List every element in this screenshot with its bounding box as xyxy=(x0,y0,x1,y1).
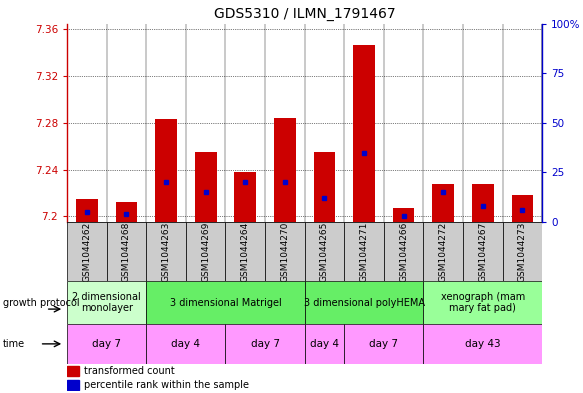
Text: GSM1044263: GSM1044263 xyxy=(161,221,171,282)
Bar xyxy=(146,222,186,281)
Bar xyxy=(146,324,226,364)
Text: GSM1044271: GSM1044271 xyxy=(360,221,368,282)
Text: day 7: day 7 xyxy=(369,339,398,349)
Text: GSM1044268: GSM1044268 xyxy=(122,221,131,282)
Text: GSM1044266: GSM1044266 xyxy=(399,221,408,282)
Text: GSM1044270: GSM1044270 xyxy=(280,221,289,282)
Bar xyxy=(304,222,344,281)
Text: day 4: day 4 xyxy=(310,339,339,349)
Bar xyxy=(195,152,216,222)
Bar xyxy=(67,324,146,364)
Bar xyxy=(76,199,98,222)
Text: day 7: day 7 xyxy=(251,339,279,349)
Text: 3 dimensional Matrigel: 3 dimensional Matrigel xyxy=(170,298,282,308)
Text: GSM1044265: GSM1044265 xyxy=(320,221,329,282)
Bar xyxy=(107,222,146,281)
Text: GSM1044269: GSM1044269 xyxy=(201,221,210,282)
Text: GSM1044262: GSM1044262 xyxy=(82,221,92,282)
Text: day 4: day 4 xyxy=(171,339,201,349)
Text: percentile rank within the sample: percentile rank within the sample xyxy=(84,380,249,390)
Bar xyxy=(423,281,542,324)
Bar xyxy=(344,222,384,281)
Text: 2 dimensional
monolayer: 2 dimensional monolayer xyxy=(72,292,141,313)
Bar xyxy=(433,184,454,222)
Text: transformed count: transformed count xyxy=(84,366,174,376)
Bar xyxy=(393,208,415,222)
Bar xyxy=(67,222,107,281)
Text: time: time xyxy=(3,339,25,349)
Text: GSM1044267: GSM1044267 xyxy=(478,221,487,282)
Bar xyxy=(472,184,494,222)
Bar xyxy=(146,281,304,324)
Title: GDS5310 / ILMN_1791467: GDS5310 / ILMN_1791467 xyxy=(214,7,395,21)
Text: 3 dimensional polyHEMA: 3 dimensional polyHEMA xyxy=(304,298,424,308)
Bar xyxy=(234,172,256,222)
Bar xyxy=(226,222,265,281)
Bar xyxy=(423,324,542,364)
Bar xyxy=(344,324,423,364)
Bar xyxy=(503,222,542,281)
Bar xyxy=(463,222,503,281)
Bar xyxy=(274,118,296,222)
Bar xyxy=(155,119,177,222)
Bar xyxy=(67,366,79,376)
Text: day 43: day 43 xyxy=(465,339,501,349)
Text: GSM1044272: GSM1044272 xyxy=(438,221,448,282)
Bar xyxy=(353,44,375,222)
Bar xyxy=(304,324,344,364)
Bar xyxy=(314,152,335,222)
Bar xyxy=(67,281,146,324)
Text: GSM1044273: GSM1044273 xyxy=(518,221,527,282)
Text: growth protocol: growth protocol xyxy=(3,298,79,308)
Text: day 7: day 7 xyxy=(92,339,121,349)
Bar xyxy=(511,195,533,222)
Bar xyxy=(265,222,304,281)
Bar xyxy=(186,222,226,281)
Bar xyxy=(423,222,463,281)
Bar xyxy=(384,222,423,281)
Text: GSM1044264: GSM1044264 xyxy=(241,221,250,282)
Bar xyxy=(115,202,138,222)
Bar xyxy=(226,324,304,364)
Bar xyxy=(304,281,423,324)
Text: xenograph (mam
mary fat pad): xenograph (mam mary fat pad) xyxy=(441,292,525,313)
Bar xyxy=(67,380,79,390)
